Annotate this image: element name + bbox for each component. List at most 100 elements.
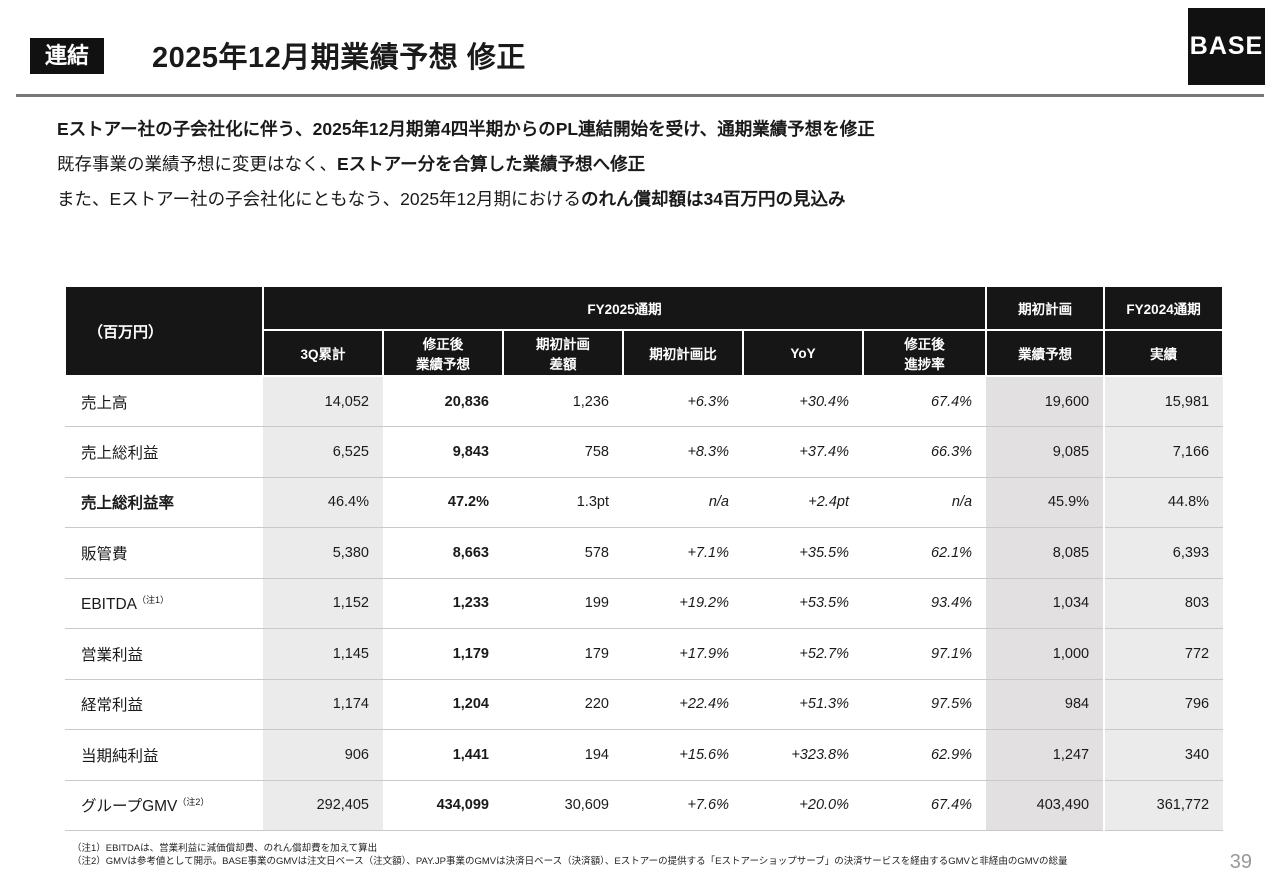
group-header-initial-plan: 期初計画 <box>985 285 1106 331</box>
unit-header: （百万円） <box>64 285 264 377</box>
table-cell: n/a <box>623 477 743 528</box>
row-label: 営業利益 <box>65 628 263 680</box>
footnote-marker: （注1） <box>136 594 169 605</box>
table-cell: 340 <box>1103 729 1224 781</box>
table-cell: +22.4% <box>623 679 743 730</box>
table-cell: 179 <box>503 628 623 680</box>
table-body: 売上高 14,052 20,836 1,236 +6.3% +30.4% 67.4% 19,6… <box>65 376 1224 831</box>
table-cell: n/a <box>863 477 987 528</box>
table-cell: 1,204 <box>383 679 503 730</box>
table-cell: 20,836 <box>383 376 503 427</box>
table-cell: 199 <box>503 578 623 629</box>
table-cell: +7.6% <box>623 780 743 831</box>
base-logo: BASE <box>1188 8 1265 85</box>
intro-text: Eストアー社の子会社化に伴う、2025年12月期第4四半期からのPL連結開始を受… <box>57 112 875 217</box>
intro-line-3-bold: のれん償却額は34百万円の見込み <box>581 189 846 209</box>
table-cell: 1,179 <box>383 628 503 680</box>
table-cell: 906 <box>263 729 383 781</box>
table-cell: 8,663 <box>383 527 503 579</box>
table-cell: 220 <box>503 679 623 730</box>
table-cell: 9,085 <box>986 426 1105 478</box>
col-header-yoy: YoY <box>742 329 864 377</box>
table-cell: 9,843 <box>383 426 503 478</box>
table-cell: +2.4pt <box>743 477 863 528</box>
table-cell: +20.0% <box>743 780 863 831</box>
table-cell: 45.9% <box>986 477 1105 528</box>
table-cell: 292,405 <box>263 780 383 831</box>
table-cell: +52.7% <box>743 628 863 680</box>
table-cell: +7.1% <box>623 527 743 579</box>
row-label: 経常利益 <box>65 679 263 730</box>
table-cell: 403,490 <box>986 780 1105 831</box>
col-header-initial-forecast: 業績予想 <box>985 329 1106 377</box>
table-cell: +15.6% <box>623 729 743 781</box>
col-header-3q: 3Q累計 <box>262 329 384 377</box>
col-header-revised-forecast: 修正後 業績予想 <box>382 329 504 377</box>
row-label: 当期純利益 <box>65 729 263 781</box>
intro-line-2: 既存事業の業績予想に変更はなく、Eストアー分を合算した業績予想へ修正 <box>57 147 875 182</box>
table-cell: 803 <box>1103 578 1224 629</box>
table-cell: 5,380 <box>263 527 383 579</box>
table-cell: 796 <box>1103 679 1224 730</box>
footnote-2: （注2）GMVは参考値として開示。BASE事業のGMVは注文日ベース（注文額）、… <box>72 856 1068 867</box>
footnotes: （注1）EBITDAは、営業利益に減価償却費、のれん償却費を加えて算出 （注2）… <box>72 842 1067 868</box>
intro-line-2-normal: 既存事業の業績予想に変更はなく、 <box>57 154 337 174</box>
table-cell: +53.5% <box>743 578 863 629</box>
table-cell: 1,152 <box>263 578 383 629</box>
table-row: 売上総利益率 46.4% 47.2% 1.3pt n/a +2.4pt n/a 45.9% 44… <box>65 477 1224 528</box>
row-label: グループGMV（注2） <box>65 780 263 831</box>
table-cell: +30.4% <box>743 376 863 427</box>
intro-line-1-text: Eストアー社の子会社化に伴う、2025年12月期第4四半期からのPL連結開始を受… <box>57 119 875 139</box>
group-header-fy2024: FY2024通期 <box>1103 285 1225 331</box>
col-header-vs-initial: 期初計画比 <box>622 329 744 377</box>
table-cell: 67.4% <box>863 376 987 427</box>
table-cell: 8,085 <box>986 527 1105 579</box>
table-cell: 1,441 <box>383 729 503 781</box>
intro-line-3: また、Eストアー社の子会社化にともなう、2025年12月期におけるのれん償却額は… <box>57 182 875 217</box>
table-cell: 1,145 <box>263 628 383 680</box>
table-cell: +19.2% <box>623 578 743 629</box>
title-divider <box>16 94 1264 97</box>
forecast-table: （百万円） FY2025通期 期初計画 FY2024通期 3Q累計 修正後 業績… <box>64 285 1225 831</box>
table-row: 経常利益 1,174 1,204 220 +22.4% +51.3% 97.5% 984 796 <box>65 679 1224 730</box>
table-cell: 47.2% <box>383 477 503 528</box>
group-header-row: （百万円） FY2025通期 期初計画 FY2024通期 <box>64 285 1225 377</box>
table-cell: 19,600 <box>986 376 1105 427</box>
row-label: 売上総利益 <box>65 426 263 478</box>
col-header-actual: 実績 <box>1103 329 1225 377</box>
table-cell: 434,099 <box>383 780 503 831</box>
row-label: 売上総利益率 <box>65 477 263 528</box>
table-cell: 97.5% <box>863 679 987 730</box>
col-header-diff: 期初計画 差額 <box>502 329 624 377</box>
row-label: 販管費 <box>65 527 263 579</box>
table-cell: 1,034 <box>986 578 1105 629</box>
table-cell: 1,247 <box>986 729 1105 781</box>
row-label: EBITDA（注1） <box>65 578 263 629</box>
footnote-marker: （注2） <box>177 797 210 808</box>
table-cell: 93.4% <box>863 578 987 629</box>
col-header-progress: 修正後 進捗率 <box>861 329 988 377</box>
table-cell: 97.1% <box>863 628 987 680</box>
table-cell: 758 <box>503 426 623 478</box>
table-cell: 1.3pt <box>503 477 623 528</box>
table-cell: +323.8% <box>743 729 863 781</box>
table-cell: 772 <box>1103 628 1224 680</box>
consolidated-badge: 連結 <box>30 38 105 75</box>
table-cell: +17.9% <box>623 628 743 680</box>
table-cell: +37.4% <box>743 426 863 478</box>
table-row: 売上高 14,052 20,836 1,236 +6.3% +30.4% 67.4% 19,6… <box>65 376 1224 427</box>
table-row: 営業利益 1,145 1,179 179 +17.9% +52.7% 97.1% 1,000 7… <box>65 628 1224 680</box>
table-cell: 6,393 <box>1103 527 1224 579</box>
row-label: 売上高 <box>65 376 263 427</box>
table-row: EBITDA（注1） 1,152 1,233 199 +19.2% +53.5% 93.4%… <box>65 578 1224 629</box>
table-row: グループGMV（注2） 292,405 434,099 30,609 +7.6% +20.… <box>65 780 1224 831</box>
table-cell: 67.4% <box>863 780 987 831</box>
footnote-1: （注1）EBITDAは、営業利益に減価償却費、のれん償却費を加えて算出 <box>72 843 378 854</box>
table-cell: 194 <box>503 729 623 781</box>
table-cell: 1,174 <box>263 679 383 730</box>
column-header-row: 3Q累計 修正後 業績予想 期初計画 差額 期初計画比 YoY 修正後 進捗率 … <box>65 329 1225 377</box>
table-cell: 44.8% <box>1103 477 1224 528</box>
table-cell: +6.3% <box>623 376 743 427</box>
table-cell: +8.3% <box>623 426 743 478</box>
table-row: 当期純利益 906 1,441 194 +15.6% +323.8% 62.9% 1,247 3… <box>65 729 1224 781</box>
